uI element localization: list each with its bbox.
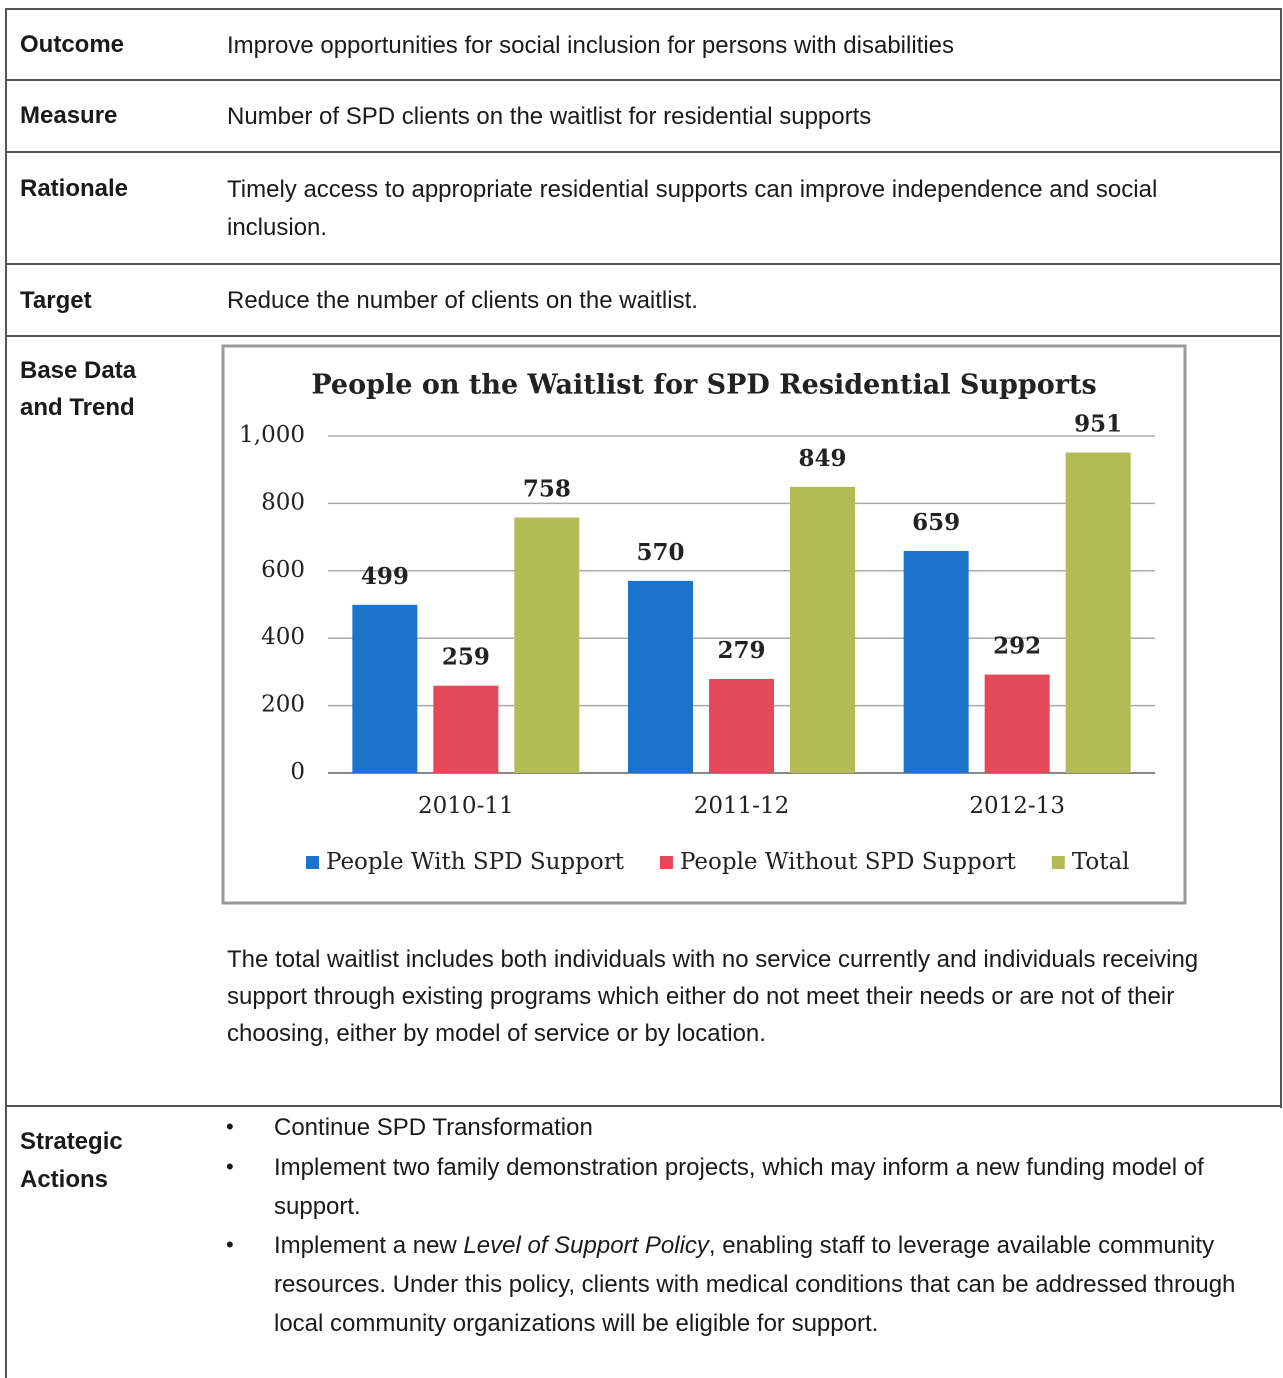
row-label: Rationale <box>20 175 129 202</box>
value-label: 292 <box>993 633 1041 660</box>
rule <box>1280 8 1282 1108</box>
rule <box>6 1105 1282 1107</box>
row-label: Base Data and Trend <box>20 357 137 421</box>
rule <box>6 8 1282 10</box>
bar <box>903 550 969 773</box>
row-text: The total waitlist includes both individ… <box>227 946 1199 1047</box>
value-label: 279 <box>717 637 765 664</box>
rule <box>6 151 1282 153</box>
legend-swatch <box>306 856 319 869</box>
bullet: • <box>226 1114 234 1139</box>
action: Implement two family demonstration proje… <box>274 1154 1204 1220</box>
x-tick-label: 2010-11 <box>418 793 514 819</box>
x-tick-label: 2012-13 <box>969 793 1065 819</box>
legend-label: People With SPD Support <box>326 849 625 875</box>
y-tick-label: 1,000 <box>239 422 305 448</box>
action-text: Implement a new <box>274 1232 464 1259</box>
row-text: Reduce the number of clients on the wait… <box>227 287 698 314</box>
rule <box>5 8 7 1378</box>
bullet: • <box>226 1232 234 1257</box>
action: Continue SPD Transformation <box>274 1114 593 1141</box>
value-label: 758 <box>523 476 571 503</box>
policy-name: Level of Support Policy <box>463 1232 709 1259</box>
y-tick-label: 800 <box>261 489 305 515</box>
action: Implement a new Level of Support Policy,… <box>274 1226 1244 1343</box>
value-label: 659 <box>912 509 960 536</box>
row-label: Outcome <box>20 31 125 58</box>
y-tick-label: 400 <box>261 624 305 650</box>
rule <box>6 263 1282 265</box>
value-label: 951 <box>1074 411 1122 438</box>
y-tick-label: 600 <box>261 557 305 583</box>
bar <box>1065 452 1131 773</box>
bar <box>352 604 418 773</box>
chart-title: People on the Waitlist for SPD Residenti… <box>311 370 1096 401</box>
bar <box>514 517 580 773</box>
y-tick-label: 0 <box>290 759 305 785</box>
row-text: Number of SPD clients on the waitlist fo… <box>227 103 872 130</box>
row-label: Target <box>20 287 92 314</box>
row-label: Measure <box>20 102 118 129</box>
y-tick-label: 200 <box>261 692 305 718</box>
legend-swatch <box>659 856 673 869</box>
legend-label: Total <box>1072 849 1130 875</box>
legend-swatch <box>1051 856 1065 869</box>
bar <box>709 678 774 773</box>
value-label: 570 <box>636 539 684 566</box>
bar <box>790 486 855 773</box>
value-label: 499 <box>361 563 409 590</box>
legend-label: People Without SPD Support <box>680 849 1017 875</box>
x-tick-label: 2011-12 <box>694 793 790 819</box>
row-text: Improve opportunities for social inclusi… <box>227 32 955 59</box>
bar <box>984 674 1050 773</box>
row-text: Timely access to appropriate residential… <box>227 176 1158 241</box>
bar <box>433 685 499 773</box>
value-label: 849 <box>798 445 846 472</box>
action-text: , enabling staff to leverage available c… <box>274 1232 1236 1337</box>
rule <box>6 335 1282 337</box>
bar <box>628 580 693 773</box>
rule <box>6 79 1282 81</box>
row-label: Strategic Actions <box>20 1128 123 1193</box>
bullet: • <box>226 1154 234 1179</box>
value-label: 259 <box>442 644 490 671</box>
